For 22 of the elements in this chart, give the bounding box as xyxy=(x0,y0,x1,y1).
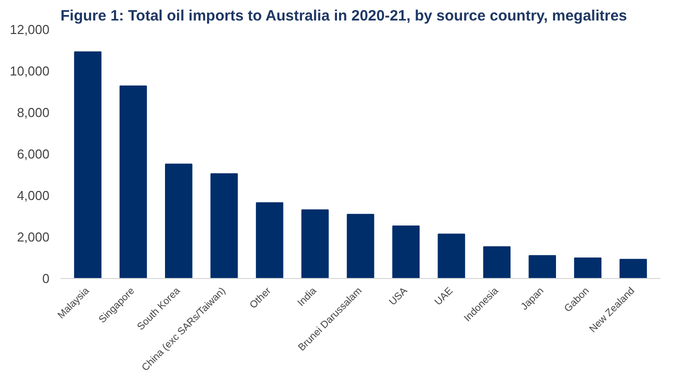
bar xyxy=(301,209,329,278)
bar xyxy=(210,173,238,278)
y-tick-label: 4,000 xyxy=(16,188,50,203)
bar xyxy=(74,51,102,278)
bar xyxy=(165,164,192,278)
bar xyxy=(438,234,466,278)
bar xyxy=(483,246,511,278)
bar xyxy=(346,214,374,278)
bar xyxy=(120,85,147,278)
chart-title: Figure 1: Total oil imports to Australia in 2020-21, by source country, megalitres xyxy=(60,8,628,24)
bar xyxy=(620,258,647,278)
x-tick-label: USA xyxy=(388,285,410,308)
y-tick-label: 12,000 xyxy=(10,22,50,37)
bar xyxy=(256,202,284,278)
y-tick-label: 0 xyxy=(42,271,50,286)
bar xyxy=(574,257,602,278)
y-tick-label: 10,000 xyxy=(10,64,50,78)
y-tick-label: 8,000 xyxy=(16,105,50,120)
bar xyxy=(392,226,420,278)
y-tick-label: 2,000 xyxy=(16,230,50,244)
y-tick-label: 6,000 xyxy=(16,146,50,162)
bar xyxy=(528,255,556,278)
